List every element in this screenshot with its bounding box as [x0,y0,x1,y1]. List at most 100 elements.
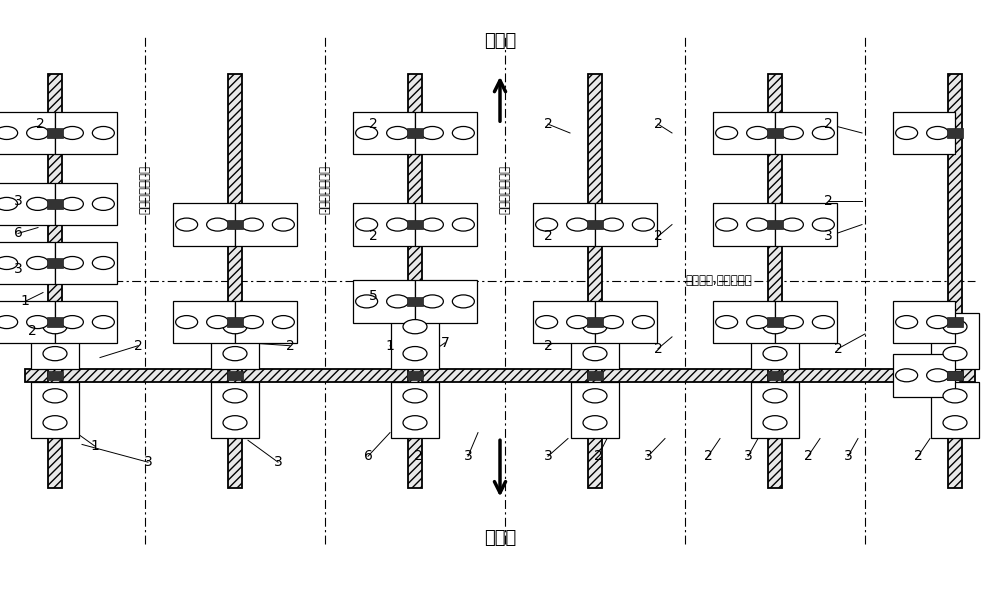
Circle shape [43,389,67,403]
Bar [407,128,423,138]
Circle shape [27,126,49,139]
Circle shape [747,218,769,231]
Text: 1: 1 [91,439,99,453]
Circle shape [0,316,18,329]
Circle shape [421,218,443,231]
Bar [893,354,955,397]
Bar [893,301,955,343]
Circle shape [387,126,409,139]
Circle shape [92,316,114,329]
Circle shape [0,126,18,139]
Text: 低压侧: 低压侧 [484,529,516,547]
Text: 2: 2 [369,229,377,243]
Circle shape [272,316,294,329]
Bar [227,220,243,229]
Text: 1: 1 [386,339,394,353]
Circle shape [0,197,18,210]
Bar [55,112,117,154]
Circle shape [567,316,589,329]
Bar [947,317,963,327]
Bar [173,203,235,246]
Bar [713,301,775,343]
Circle shape [403,320,427,334]
Circle shape [27,256,49,269]
Text: 3: 3 [644,449,652,463]
Bar [25,369,975,382]
Circle shape [356,126,378,139]
Circle shape [943,346,967,361]
Circle shape [583,415,607,430]
Bar [767,220,783,229]
Circle shape [927,316,949,329]
Text: 2: 2 [369,117,377,131]
Text: 6: 6 [14,226,22,241]
Text: 2: 2 [28,324,36,338]
Text: 2: 2 [134,339,142,353]
Circle shape [452,218,474,231]
Bar [407,220,423,229]
Circle shape [567,218,589,231]
Circle shape [272,218,294,231]
Circle shape [763,346,787,361]
Circle shape [927,126,949,139]
Text: 3: 3 [144,455,152,469]
Text: 3: 3 [544,449,552,463]
Circle shape [403,415,427,430]
Circle shape [632,316,654,329]
Bar [767,317,783,327]
Bar [587,371,603,380]
Bar [353,112,415,154]
Bar [588,74,602,488]
Text: 2: 2 [286,339,294,353]
Circle shape [223,415,247,430]
Bar [767,371,783,380]
Bar [775,301,837,343]
Circle shape [583,346,607,361]
Circle shape [403,346,427,361]
Circle shape [896,369,918,382]
Circle shape [223,389,247,403]
Bar [587,317,603,327]
Circle shape [763,320,787,334]
Circle shape [583,389,607,403]
Circle shape [943,415,967,430]
Text: 5: 5 [369,288,377,303]
Circle shape [387,295,409,308]
Circle shape [403,389,427,403]
Text: 3: 3 [14,262,22,276]
Text: 主变油箱,基础中心线: 主变油箱,基础中心线 [685,274,752,287]
Bar [55,301,117,343]
Circle shape [943,320,967,334]
Circle shape [536,218,558,231]
Bar [415,280,477,323]
Circle shape [387,218,409,231]
Text: 2: 2 [824,194,832,208]
Bar [775,203,837,246]
Circle shape [763,415,787,430]
Bar [571,313,619,369]
Bar [353,280,415,323]
Circle shape [421,126,443,139]
Circle shape [896,316,918,329]
Bar [533,203,595,246]
Bar [31,313,79,369]
Bar [713,112,775,154]
Circle shape [61,126,83,139]
Text: 2: 2 [914,449,922,463]
Bar [47,317,63,327]
Bar [931,313,979,369]
Circle shape [781,316,803,329]
Circle shape [421,295,443,308]
Bar [767,128,783,138]
Text: 7: 7 [441,336,449,350]
Bar [47,258,63,268]
Bar [173,301,235,343]
Bar [751,313,799,369]
Bar [391,313,439,369]
Bar [407,371,423,380]
Bar [47,128,63,138]
Text: 高压侧: 高压侧 [484,33,516,50]
Circle shape [583,320,607,334]
Bar [353,203,415,246]
Bar [407,297,423,306]
